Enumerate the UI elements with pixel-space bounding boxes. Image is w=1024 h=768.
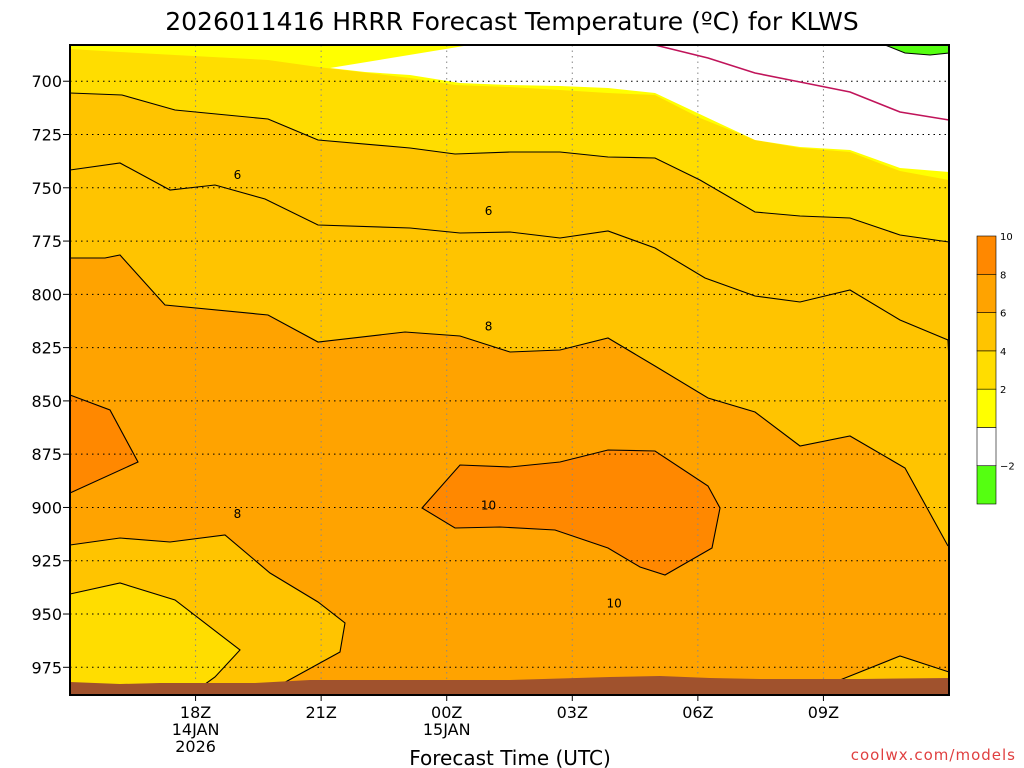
contour-line-6-lower [69, 582, 241, 696]
band-10-to-12-center-core [422, 450, 720, 575]
plot-frame [69, 44, 950, 696]
x-tick-label: 21Z [305, 703, 336, 722]
legend-label: 10 [1000, 232, 1013, 243]
band-10-to-12-left-core [70, 395, 138, 493]
contour-line-8-right [839, 655, 950, 681]
x-tick-label: 09Z [808, 703, 839, 722]
legend-label: 4 [1000, 347, 1006, 358]
y-tick-label: 850 [31, 392, 62, 411]
freezing-line [654, 44, 950, 121]
contour-line-6 [69, 162, 950, 361]
contour-label: 10 [607, 596, 622, 610]
contour-line-10-left [69, 394, 139, 494]
color-legend: −2 2 4 6 8 10 [976, 232, 1015, 505]
legend-label: 2 [1000, 385, 1006, 396]
contour-line-8-upper [70, 254, 949, 547]
x-tick-label: 18Z [180, 703, 211, 722]
x-tick-label: 2026 [175, 737, 216, 756]
y-tick-label: 725 [31, 126, 62, 145]
contour-label: 8 [234, 507, 242, 521]
chart-title: 2026011416 HRRR Forecast Temperature (ºC… [165, 7, 859, 36]
x-tick-label: 15JAN [423, 720, 471, 739]
contour-lines [69, 92, 950, 696]
contour-label: 8 [485, 319, 493, 333]
contour-line-8-lower [69, 534, 346, 696]
contour-labels: 6 6 8 8 10 10 [234, 168, 622, 610]
y-tick-label: 775 [31, 232, 62, 251]
y-tick-label: 975 [31, 658, 62, 677]
legend-label: −2 [1000, 462, 1015, 473]
legend-swatch [976, 350, 997, 390]
x-tick-label: 00Z [431, 703, 462, 722]
plot-area: 6 6 8 8 10 10 [69, 44, 950, 696]
legend-label: 6 [1000, 309, 1006, 320]
y-tick-label: 700 [31, 72, 62, 91]
contour-label: 10 [481, 498, 496, 512]
y-tick-label: 875 [31, 445, 62, 464]
ground-surface [70, 676, 949, 695]
y-tick-label: 825 [31, 339, 62, 358]
legend-swatch [976, 273, 997, 313]
x-tick-label: 03Z [557, 703, 588, 722]
credit-link[interactable]: coolwx.com/models [851, 746, 1016, 764]
legend-swatch [976, 427, 997, 467]
x-tick-label: 14JAN [172, 720, 220, 739]
y-axis: 700 725 750 775 800 825 850 875 900 925 950 975 [31, 72, 70, 677]
legend-swatch [976, 465, 997, 505]
y-tick-label: 925 [31, 552, 62, 571]
x-tick-label: 06Z [682, 703, 713, 722]
contour-label: 6 [485, 204, 493, 218]
legend-label: 8 [1000, 270, 1006, 281]
grid-lines [70, 45, 949, 695]
x-axis-label: Forecast Time (UTC) [409, 746, 611, 768]
contour-line-10-center [421, 449, 721, 576]
legend-swatch [976, 312, 997, 352]
contour-line-4 [69, 92, 950, 243]
y-tick-label: 800 [31, 285, 62, 304]
y-tick-label: 900 [31, 498, 62, 517]
y-tick-label: 750 [31, 179, 62, 198]
legend-swatch [976, 235, 997, 275]
y-tick-label: 950 [31, 605, 62, 624]
contour-label: 6 [234, 168, 242, 182]
legend-swatch [976, 388, 997, 428]
band-0-to-2-visible [330, 45, 949, 172]
